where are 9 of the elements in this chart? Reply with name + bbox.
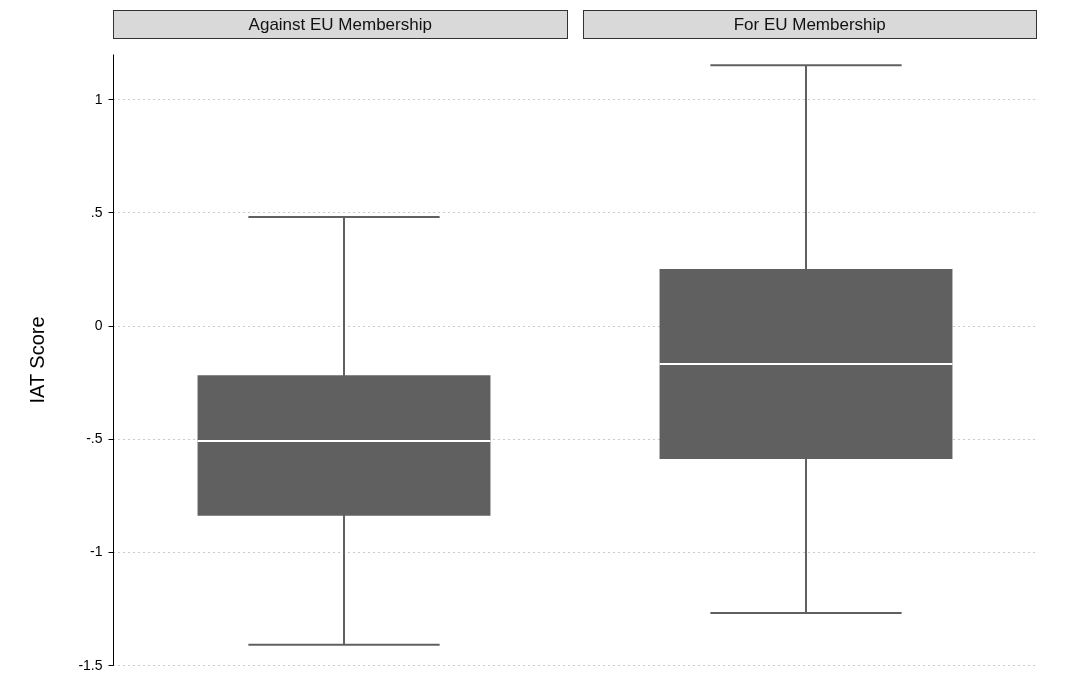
y-axis-title: IAT Score bbox=[26, 316, 49, 404]
y-tick-label: .5 bbox=[90, 203, 103, 220]
y-tick-label: -1 bbox=[90, 543, 103, 560]
y-tick-label: 0 bbox=[94, 317, 103, 334]
x-tick-label: For EU Membership bbox=[582, 10, 1037, 39]
y-tick-label: 1 bbox=[94, 90, 103, 107]
y-tick-label: -.5 bbox=[86, 430, 103, 447]
y-tick-label: -1.5 bbox=[78, 656, 103, 673]
x-tick-label: Against EU Membership bbox=[113, 10, 568, 39]
